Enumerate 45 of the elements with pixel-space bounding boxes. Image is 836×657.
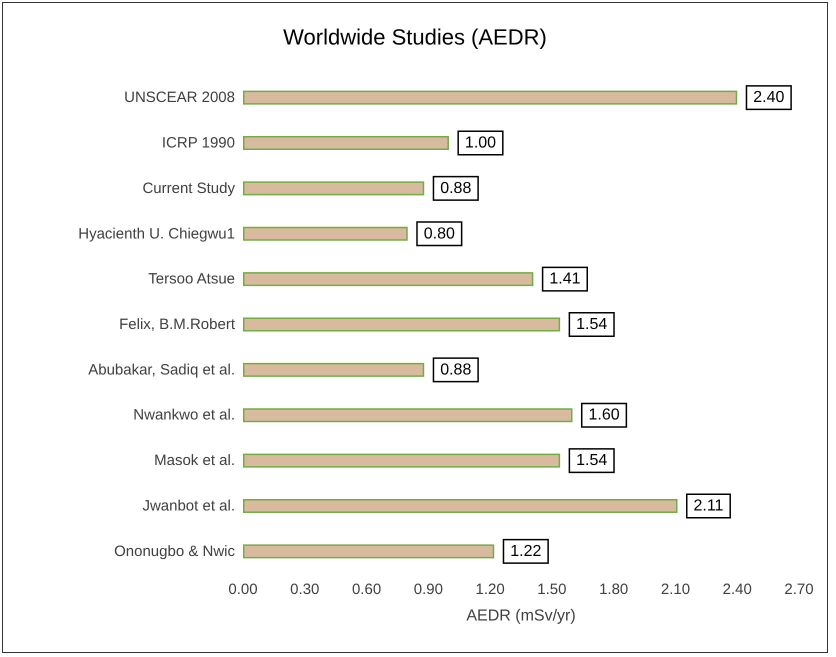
y-tick-label: Ononugbo & Nwic <box>114 542 236 560</box>
bar <box>243 454 560 468</box>
y-tick-label: Current Study <box>142 180 236 197</box>
chart-title: Worldwide Studies (AEDR) <box>283 24 547 50</box>
data-label: 1.54 <box>576 316 608 333</box>
x-tick-label: 2.70 <box>784 581 814 598</box>
y-tick-label: Abubakar, Sadiq et al. <box>88 361 235 378</box>
data-label: 2.40 <box>753 89 784 106</box>
x-tick-label: 1.50 <box>537 581 566 598</box>
x-tick-label: 0.30 <box>290 581 320 598</box>
bar <box>243 318 560 332</box>
x-tick-label: 0.00 <box>228 581 258 598</box>
data-label: 1.41 <box>549 270 581 288</box>
data-label: 0.80 <box>424 225 455 242</box>
bar <box>243 136 449 150</box>
y-tick-label: Jwanbot et al. <box>142 497 235 514</box>
data-label: 0.88 <box>440 180 472 197</box>
bar <box>243 226 408 241</box>
y-tick-label: Nwankwo et al. <box>133 406 235 424</box>
bar <box>243 90 738 105</box>
x-tick-label: 0.60 <box>352 581 382 598</box>
x-tick-label: 0.90 <box>414 581 443 598</box>
data-label: 1.54 <box>576 452 608 470</box>
y-tick-label: UNSCEAR 2008 <box>124 89 235 106</box>
y-tick-label: ICRP 1990 <box>162 134 235 152</box>
bar <box>243 181 424 196</box>
data-label: 2.11 <box>694 497 724 514</box>
x-tick-label: 1.80 <box>599 581 628 598</box>
bar <box>243 362 424 377</box>
data-label: 0.88 <box>440 361 472 378</box>
y-tick-label: Masok et al. <box>154 452 235 470</box>
data-label: 1.60 <box>588 406 620 424</box>
data-label: 1.00 <box>464 134 496 152</box>
x-tick-label: 1.20 <box>476 581 505 598</box>
bar <box>243 272 534 286</box>
x-axis-title: AEDR (mSv/yr) <box>466 608 576 624</box>
y-tick-label: Hyacienth U. Chiegwu1 <box>78 225 235 242</box>
data-label: 1.22 <box>510 542 542 560</box>
bar <box>243 544 494 558</box>
bar <box>243 408 572 422</box>
y-tick-label: Felix, B.M.Robert <box>119 316 236 333</box>
bar <box>243 498 678 513</box>
y-tick-label: Tersoo Atsue <box>148 270 235 288</box>
x-tick-label: 2.10 <box>660 581 690 598</box>
x-tick-label: 2.40 <box>722 581 752 598</box>
